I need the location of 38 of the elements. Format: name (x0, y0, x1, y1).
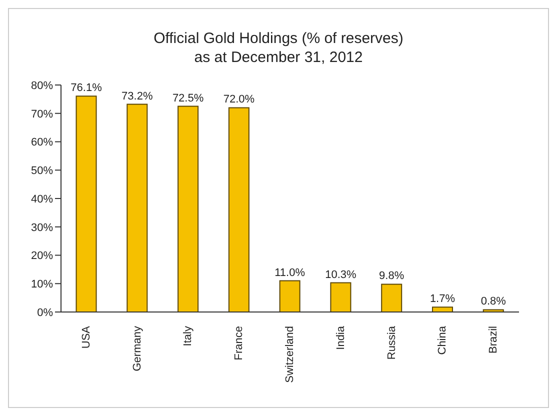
x-tick-label: France (233, 326, 246, 360)
data-label: 9.8% (379, 270, 404, 282)
y-tick-label: 80% (30, 80, 54, 92)
y-tick-label: 40% (30, 193, 54, 206)
x-tick-label: China (436, 325, 449, 355)
y-tick-label: 0% (37, 306, 54, 319)
bar (381, 284, 402, 312)
data-label: 11.0% (274, 266, 306, 279)
y-tick-label: 60% (30, 136, 54, 149)
bar (482, 309, 504, 312)
data-label: 72.5% (172, 92, 204, 104)
y-tick-label: 70% (30, 108, 54, 120)
data-label: 72.0% (223, 94, 255, 106)
y-tick-label: 30% (30, 222, 54, 234)
bar (279, 280, 300, 312)
x-tick-label: Italy (182, 326, 194, 346)
x-tick-label: Russia (386, 325, 398, 360)
data-label: 1.7% (430, 293, 456, 306)
bar (126, 104, 148, 312)
data-label: 76.1% (70, 82, 102, 94)
x-tick-label: Brazil (488, 326, 500, 354)
data-label: 73.2% (122, 90, 153, 102)
x-tick-label: USA (80, 325, 92, 349)
y-tick-label: 20% (30, 250, 54, 262)
x-tick-label: Germany (131, 326, 144, 372)
bar (330, 282, 352, 312)
bar (432, 306, 453, 312)
y-tick-label: 10% (30, 278, 54, 291)
chart-title: Official Gold Holdings (% of reserves) (152, 29, 404, 48)
y-tick-label: 50% (30, 165, 54, 178)
chart-subtitle: as at December 31, 2012 (193, 48, 364, 67)
x-tick-label: India (334, 325, 347, 350)
bar (76, 96, 97, 312)
data-label: 0.8% (480, 296, 506, 308)
x-tick-label: Switzerland (284, 326, 296, 383)
bar (228, 107, 250, 312)
bar (178, 106, 199, 312)
data-label: 10.3% (325, 268, 357, 281)
